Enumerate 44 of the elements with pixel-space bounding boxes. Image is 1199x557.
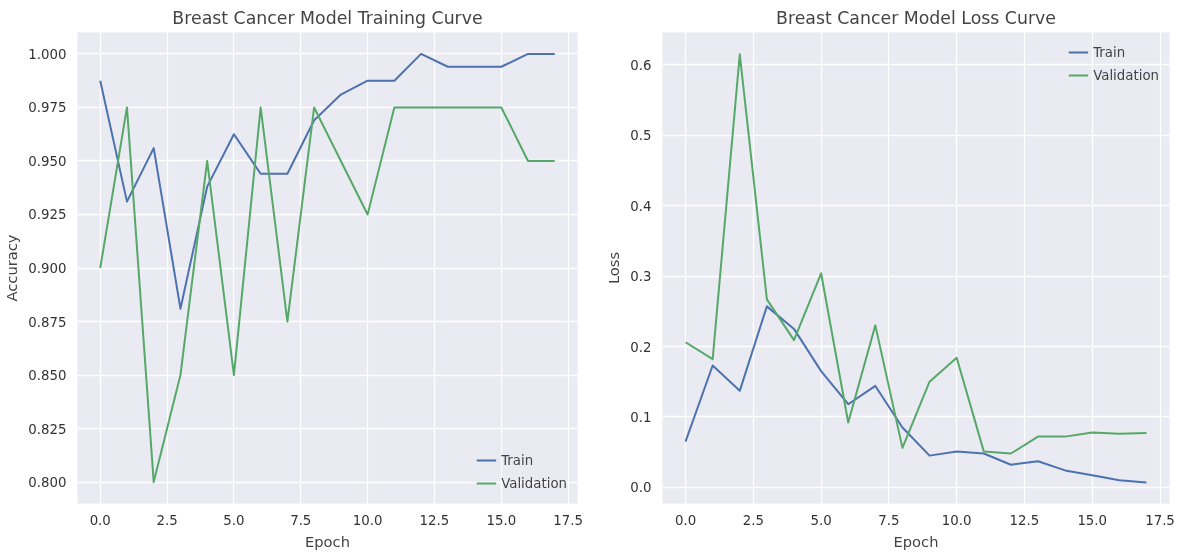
x-tick-label: 12.5 bbox=[1009, 512, 1040, 528]
x-tick-label: 10.0 bbox=[941, 512, 972, 528]
legend-label: Train bbox=[501, 452, 534, 468]
x-axis-title: Epoch bbox=[893, 532, 939, 550]
x-tick-label: 15.0 bbox=[1077, 512, 1108, 528]
x-tick-label: 0.0 bbox=[89, 512, 111, 528]
line-series bbox=[684, 305, 1148, 484]
chart-title: Breast Cancer Model Loss Curve bbox=[776, 7, 1056, 28]
y-tick-label: 0.975 bbox=[28, 100, 67, 116]
x-tick-label: 10.0 bbox=[352, 512, 383, 528]
x-tick-label: 17.5 bbox=[1145, 512, 1175, 528]
legend-label: Validation bbox=[1093, 67, 1159, 83]
y-tick-label: 0.3 bbox=[630, 269, 652, 285]
chart-title: Breast Cancer Model Training Curve bbox=[172, 7, 483, 28]
x-tick-label: 7.5 bbox=[878, 512, 900, 528]
y-tick-label: 0.925 bbox=[28, 207, 67, 223]
y-tick-label: 0.0 bbox=[630, 480, 652, 496]
y-tick-label: 0.800 bbox=[28, 475, 67, 491]
y-axis-title: Accuracy bbox=[3, 234, 21, 302]
y-tick-label: 0.1 bbox=[630, 409, 652, 425]
y-tick-label: 0.900 bbox=[28, 261, 67, 276]
legend-label: Validation bbox=[501, 475, 567, 491]
y-tick-label: 0.4 bbox=[630, 198, 652, 214]
y-tick-label: 1.000 bbox=[28, 46, 67, 62]
y-tick-label: 0.5 bbox=[630, 128, 652, 144]
legend-label: Train bbox=[1093, 44, 1126, 60]
x-axis-title: Epoch bbox=[305, 532, 350, 550]
y-tick-label: 0.2 bbox=[630, 339, 652, 355]
x-tick-label: 7.5 bbox=[290, 512, 312, 528]
line-series bbox=[99, 52, 556, 310]
y-tick-label: 0.825 bbox=[28, 421, 67, 437]
x-tick-label: 17.5 bbox=[553, 512, 583, 528]
y-tick-label: 0.875 bbox=[28, 314, 67, 330]
y-tick-label: 0.950 bbox=[28, 153, 67, 169]
x-tick-label: 0.0 bbox=[674, 512, 697, 528]
y-axis-title: Loss bbox=[605, 251, 623, 285]
y-tick-label: 0.6 bbox=[630, 57, 652, 73]
x-tick-label: 5.0 bbox=[810, 512, 832, 528]
x-tick-label: 2.5 bbox=[742, 512, 764, 528]
x-tick-label: 15.0 bbox=[486, 512, 517, 528]
y-tick-label: 0.850 bbox=[28, 368, 67, 384]
x-tick-label: 12.5 bbox=[419, 512, 450, 528]
x-tick-label: 5.0 bbox=[223, 512, 245, 528]
x-tick-label: 2.5 bbox=[156, 512, 178, 528]
